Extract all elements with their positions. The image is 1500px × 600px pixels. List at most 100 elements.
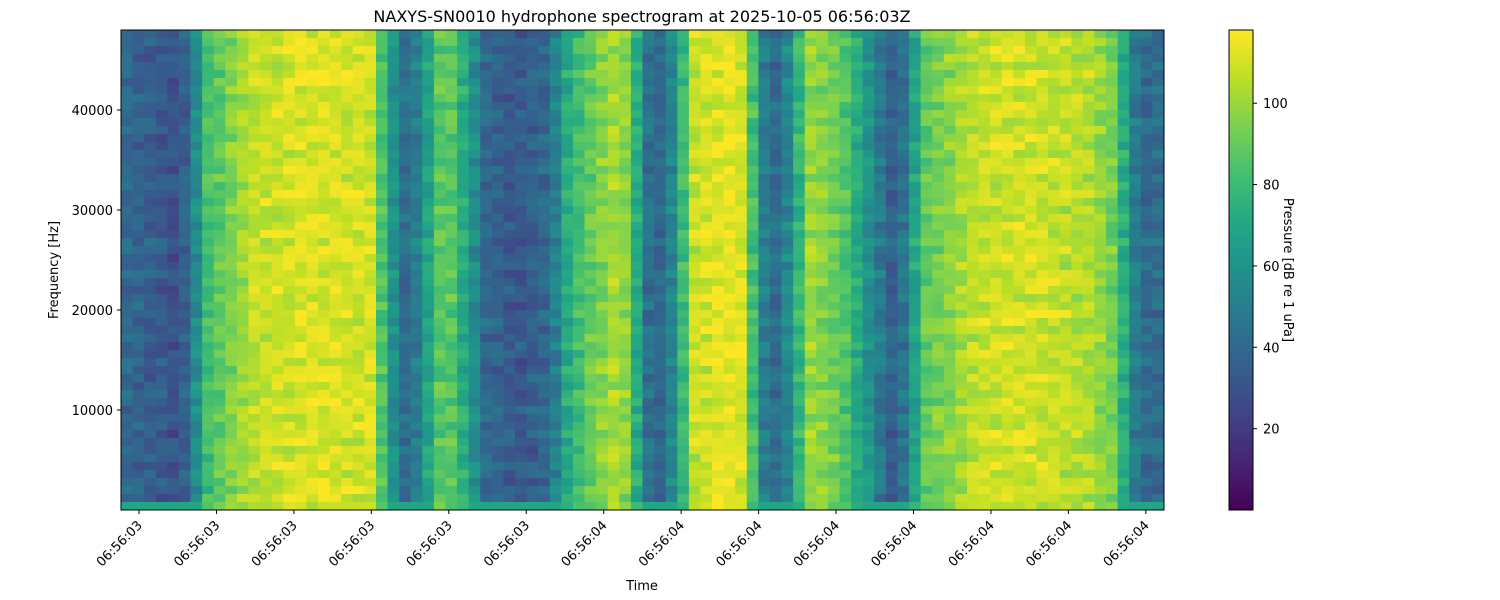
heatmap-cell	[1001, 382, 1014, 391]
heatmap-cell	[144, 390, 157, 399]
heatmap-cell	[341, 326, 354, 335]
heatmap-cell	[387, 470, 400, 479]
heatmap-cell	[1024, 494, 1038, 503]
heatmap-cell	[688, 326, 702, 335]
heatmap-cell	[213, 118, 226, 127]
heatmap-cell	[630, 102, 644, 111]
heatmap-cell	[515, 470, 528, 479]
heatmap-cell	[932, 166, 945, 175]
heatmap-cell	[468, 30, 481, 39]
heatmap-cell	[897, 470, 910, 479]
heatmap-cell	[943, 86, 956, 95]
heatmap-cell	[561, 206, 574, 215]
heatmap-cell	[515, 342, 528, 351]
heatmap-cell	[352, 126, 365, 135]
heatmap-cell	[144, 174, 157, 183]
heatmap-cell	[178, 310, 192, 319]
heatmap-cell	[329, 350, 342, 359]
heatmap-cell	[364, 62, 377, 71]
heatmap-cell	[318, 150, 331, 159]
heatmap-cell	[943, 502, 956, 510]
heatmap-cell	[654, 54, 667, 63]
heatmap-cell	[236, 206, 250, 215]
heatmap-cell	[932, 286, 945, 295]
heatmap-cell	[758, 422, 771, 431]
heatmap-cell	[387, 254, 400, 263]
heatmap-cell	[155, 454, 168, 463]
heatmap-cell	[260, 110, 273, 119]
heatmap-cell	[271, 110, 284, 119]
heatmap-cell	[1013, 86, 1026, 95]
heatmap-cell	[190, 94, 203, 103]
heatmap-cell	[549, 62, 562, 71]
heatmap-cell	[897, 414, 910, 423]
heatmap-cell	[422, 494, 435, 503]
heatmap-cell	[503, 350, 516, 359]
heatmap-cell	[862, 430, 875, 439]
heatmap-cell	[990, 486, 1003, 495]
heatmap-cell	[433, 278, 447, 287]
heatmap-cell	[630, 374, 644, 383]
heatmap-cell	[781, 414, 794, 423]
heatmap-cell	[1059, 294, 1072, 303]
heatmap-cell	[572, 134, 586, 143]
heatmap-cell	[283, 142, 296, 151]
heatmap-cell	[1013, 118, 1026, 127]
heatmap-cell	[978, 342, 991, 351]
heatmap-cell	[341, 270, 354, 279]
heatmap-cell	[897, 238, 910, 247]
heatmap-cell	[433, 158, 447, 167]
heatmap-cell	[955, 182, 968, 191]
heatmap-cell	[526, 358, 539, 367]
heatmap-cell	[966, 318, 980, 327]
heatmap-cell	[909, 86, 922, 95]
heatmap-cell	[769, 502, 783, 510]
heatmap-cell	[758, 54, 771, 63]
heatmap-cell	[236, 390, 250, 399]
heatmap-cell	[387, 54, 400, 63]
heatmap-cell	[422, 342, 435, 351]
heatmap-cell	[364, 30, 377, 39]
heatmap-cell	[352, 254, 365, 263]
heatmap-cell	[503, 198, 516, 207]
heatmap-cell	[341, 158, 354, 167]
heatmap-cell	[503, 70, 516, 79]
heatmap-cell	[561, 118, 574, 127]
heatmap-cell	[294, 70, 308, 79]
heatmap-cell	[758, 158, 771, 167]
heatmap-cell	[955, 390, 968, 399]
heatmap-cell	[294, 110, 308, 119]
heatmap-cell	[121, 238, 134, 247]
heatmap-cell	[225, 438, 238, 447]
heatmap-cell	[445, 206, 458, 215]
heatmap-cell	[978, 374, 991, 383]
heatmap-cell	[758, 334, 771, 343]
heatmap-cell	[1071, 166, 1084, 175]
heatmap-cell	[1013, 174, 1026, 183]
heatmap-cell	[178, 214, 192, 223]
heatmap-cell	[723, 358, 736, 367]
heatmap-cell	[712, 358, 725, 367]
heatmap-cell	[549, 94, 562, 103]
heatmap-cell	[144, 494, 157, 503]
heatmap-cell	[897, 286, 910, 295]
heatmap-cell	[375, 318, 389, 327]
heatmap-cell	[793, 190, 806, 199]
heatmap-cell	[839, 102, 852, 111]
heatmap-cell	[1059, 62, 1072, 71]
heatmap-cell	[885, 158, 899, 167]
heatmap-cell	[735, 158, 748, 167]
heatmap-cell	[851, 94, 864, 103]
heatmap-cell	[526, 470, 539, 479]
heatmap-cell	[422, 134, 435, 143]
heatmap-cell	[874, 30, 887, 39]
heatmap-cell	[271, 158, 284, 167]
heatmap-cell	[457, 174, 470, 183]
heatmap-cell	[503, 398, 516, 407]
heatmap-cell	[561, 366, 574, 375]
heatmap-cell	[816, 166, 829, 175]
heatmap-cell	[677, 222, 690, 231]
heatmap-cell	[816, 374, 829, 383]
heatmap-cell	[132, 438, 145, 447]
heatmap-cell	[526, 438, 539, 447]
